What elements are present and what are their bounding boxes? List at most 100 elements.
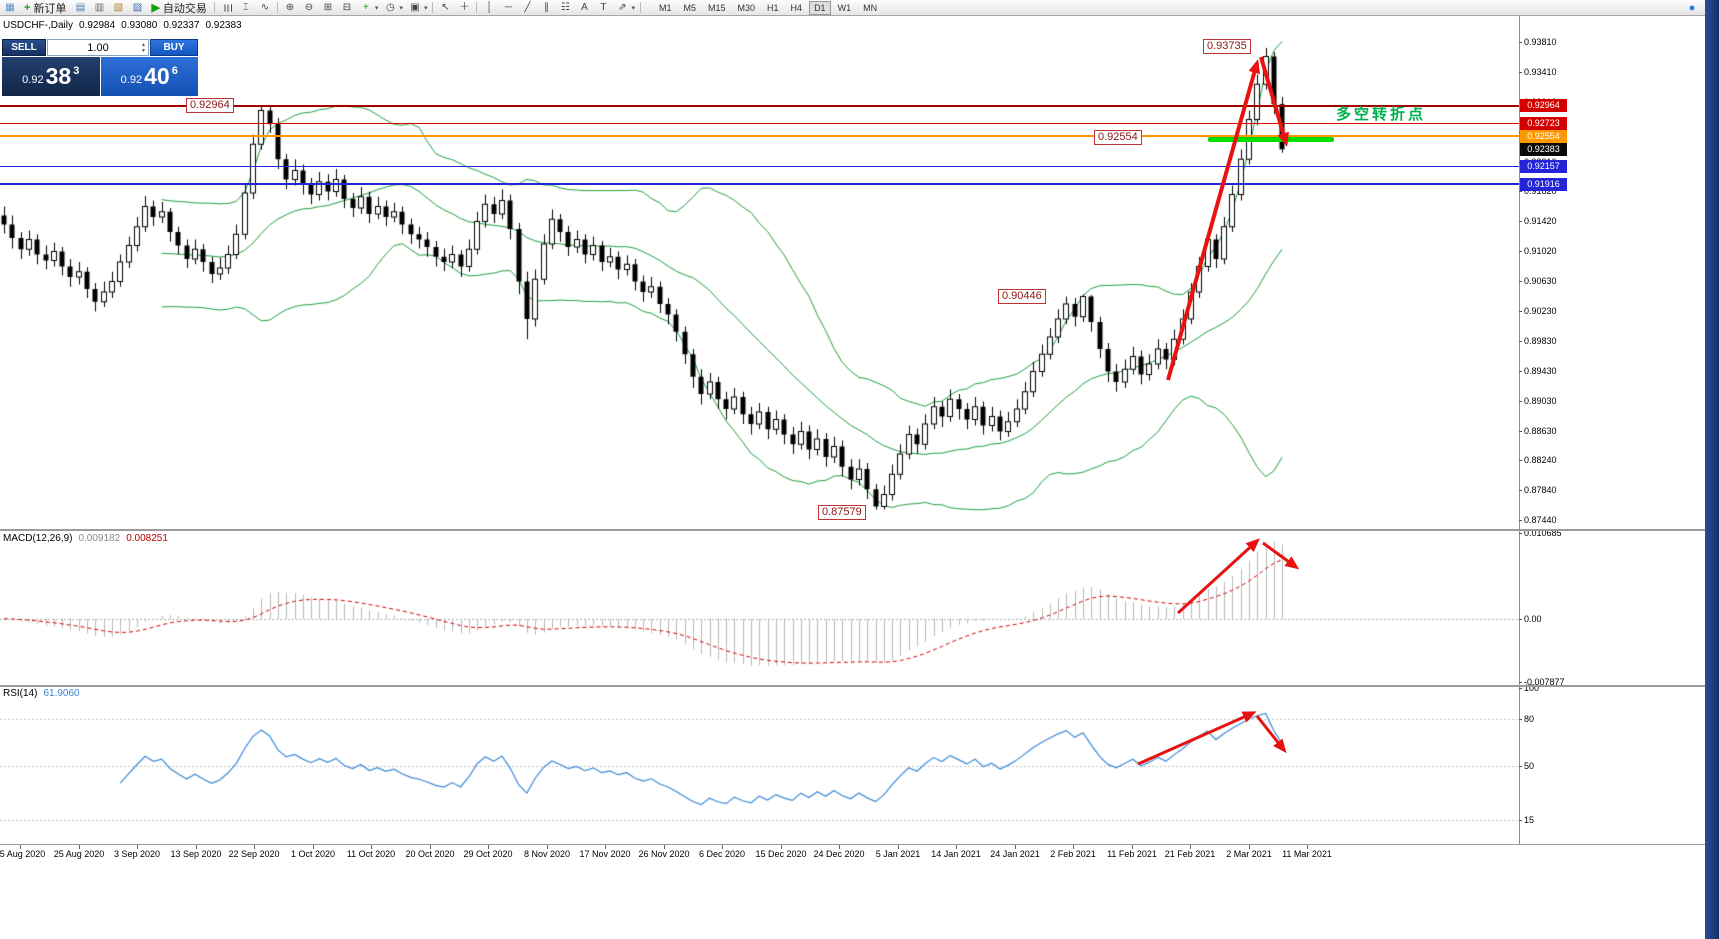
price-label-0.93735[interactable]: 0.93735 — [1203, 39, 1251, 54]
indicators-icon[interactable]: + — [362, 1, 369, 13]
bar-chart-icon[interactable]: ☰ — [221, 3, 233, 12]
new-order-button[interactable]: + 新订单 — [22, 0, 68, 16]
sell-price-prefix: 0.92 — [22, 73, 44, 86]
toolbar-separator — [476, 2, 478, 13]
one-click-trading-panel: SELL 1.00 ▲ ▼ BUY 0.92 38 3 0.92 40 6 — [2, 39, 198, 96]
price-axis-separator — [1519, 16, 1520, 845]
sell-price-big: 38 — [45, 63, 72, 89]
cursor-icon[interactable]: ↖ — [441, 1, 450, 13]
terminal-icon[interactable]: ▨ — [132, 1, 143, 13]
trendline-icon[interactable]: ╱ — [524, 1, 531, 13]
vertical-line-icon[interactable]: │ — [486, 1, 493, 13]
time-axis-separator — [0, 844, 1719, 845]
horizontal-line-0.92554[interactable] — [0, 135, 1519, 137]
rsi-panel-separator[interactable] — [0, 685, 1719, 687]
rsi-value: 61.9060 — [43, 688, 80, 699]
new-order-button-label: 新订单 — [33, 2, 67, 15]
timeframe-w1[interactable]: W1 — [837, 2, 852, 13]
volume-field[interactable]: 1.00 ▲ ▼ — [47, 39, 149, 56]
arrows-icon-dropdown[interactable]: ▾ — [631, 4, 635, 12]
crosshair-icon[interactable]: ＋ — [459, 1, 470, 13]
text-label-icon[interactable]: T — [600, 1, 607, 13]
sell-button[interactable]: SELL — [2, 39, 46, 56]
horizontal-line-0.91916[interactable] — [0, 183, 1519, 185]
price-label-0.90446[interactable]: 0.90446 — [998, 289, 1046, 304]
ohlc-high: 0.93080 — [121, 20, 158, 31]
toolbar-separator — [276, 2, 278, 13]
auto-trading-button-icon: ▶ — [151, 2, 160, 14]
horizontal-line-icon[interactable]: ─ — [504, 1, 512, 13]
ohlc-open: 0.92984 — [79, 20, 116, 31]
templates-icon-dropdown[interactable]: ▾ — [423, 4, 428, 12]
buy-button[interactable]: BUY — [150, 39, 198, 56]
toolbar-separator — [639, 2, 641, 13]
navigator-icon[interactable]: ▧ — [113, 1, 124, 13]
zoom-in-icon[interactable]: ⊕ — [285, 1, 295, 13]
macd-indicator-label: MACD(12,26,9) 0.009182 0.008251 — [3, 533, 168, 544]
indicators-icon-dropdown[interactable]: ▾ — [374, 4, 379, 12]
market-watch-icon[interactable]: ▤ — [75, 1, 86, 13]
toolbar-separator — [432, 2, 434, 13]
macd-main-value: 0.009182 — [78, 533, 121, 544]
macd-signal-value: 0.008251 — [126, 533, 168, 544]
timeframe-h4[interactable]: H4 — [790, 2, 803, 13]
top-toolbar: ▦ + 新订单 ▤ ▥ ▧ ▨ ▶ 自动交易 ☰ ⌶ ∿ ⊕ ⊖ ⊞ ⊟ + ▾ ◷ ▾ ▣ ▾ ↖ ＋ │ ─ ╱ ∥ ☷ A T ⇗ ▾ M1… — [0, 0, 1719, 16]
macd-name: MACD(12,26,9) — [3, 533, 73, 544]
data-window-icon[interactable]: ▥ — [94, 1, 105, 13]
price-label-0.87579[interactable]: 0.87579 — [818, 505, 866, 520]
cascade-windows-icon[interactable]: ⊟ — [342, 1, 352, 13]
toolbar-separator — [213, 2, 215, 13]
timeframe-d1[interactable]: D1 — [809, 0, 831, 15]
timeframe-m1[interactable]: M1 — [658, 2, 672, 13]
arrows-icon[interactable]: ⇗ — [618, 1, 627, 13]
templates-icon[interactable]: ▣ — [410, 1, 420, 13]
ohlc-close: 0.92383 — [205, 20, 242, 31]
rsi-indicator-label: RSI(14) 61.9060 — [3, 688, 80, 699]
sell-price-panel[interactable]: 0.92 38 3 — [2, 57, 100, 96]
buy-price-panel[interactable]: 0.92 40 6 — [100, 57, 198, 96]
symbol-period-label: USDCHF-,Daily — [3, 20, 73, 31]
volume-up-icon[interactable]: ▲ — [141, 42, 146, 48]
horizontal-line-0.92157[interactable] — [0, 166, 1519, 167]
buy-price-pip: 6 — [171, 64, 178, 77]
buy-price-big: 40 — [144, 63, 170, 89]
volume-value: 1.00 — [87, 41, 109, 54]
timeframe-mn[interactable]: MN — [863, 2, 878, 13]
candlestick-chart-icon[interactable]: ⌶ — [242, 1, 249, 13]
fibonacci-icon[interactable]: ☷ — [560, 1, 570, 13]
auto-trading-button-label: 自动交易 — [162, 2, 207, 15]
timeframe-h1[interactable]: H1 — [767, 2, 779, 13]
chart-title: USDCHF-,Daily 0.92984 0.93080 0.92337 0.… — [3, 20, 242, 31]
horizontal-line-0.92964[interactable] — [0, 105, 1519, 107]
timeframe-m5[interactable]: M5 — [683, 2, 696, 13]
price-label-0.92554[interactable]: 0.92554 — [1094, 130, 1142, 145]
timeframe-m30[interactable]: M30 — [737, 2, 756, 13]
community-icon[interactable]: ● — [1688, 1, 1696, 14]
right-scrollbar[interactable] — [1705, 0, 1719, 939]
tile-windows-icon[interactable]: ⊞ — [323, 1, 333, 13]
volume-down-icon[interactable]: ▼ — [141, 48, 146, 54]
new-order-button-icon: + — [24, 1, 31, 14]
horizontal-line-0.92723[interactable] — [0, 123, 1519, 124]
price-label-0.92964[interactable]: 0.92964 — [186, 98, 234, 113]
periods-icon-dropdown[interactable]: ▾ — [399, 4, 403, 12]
timeframe-toolbar: M1 M5 M15 M30 H1 H4 D1 W1 MN — [654, 0, 882, 15]
timeframe-m15[interactable]: M15 — [708, 2, 726, 13]
zoom-out-icon[interactable]: ⊖ — [304, 1, 314, 13]
buy-price-prefix: 0.92 — [120, 73, 143, 86]
rsi-name: RSI(14) — [3, 688, 38, 699]
sell-price-pip: 3 — [73, 64, 80, 77]
text-icon[interactable]: A — [581, 1, 588, 13]
auto-trading-button[interactable]: ▶ 自动交易 — [149, 0, 208, 16]
periods-icon[interactable]: ◷ — [386, 1, 395, 13]
line-chart-icon[interactable]: ∿ — [260, 1, 270, 13]
chart-window-icon[interactable]: ▦ — [5, 1, 15, 13]
equidistant-channel-icon[interactable]: ∥ — [543, 1, 549, 13]
macd-panel-separator[interactable] — [0, 529, 1719, 531]
support-highlight-segment[interactable] — [1208, 137, 1334, 142]
ohlc-low: 0.92337 — [163, 20, 200, 31]
